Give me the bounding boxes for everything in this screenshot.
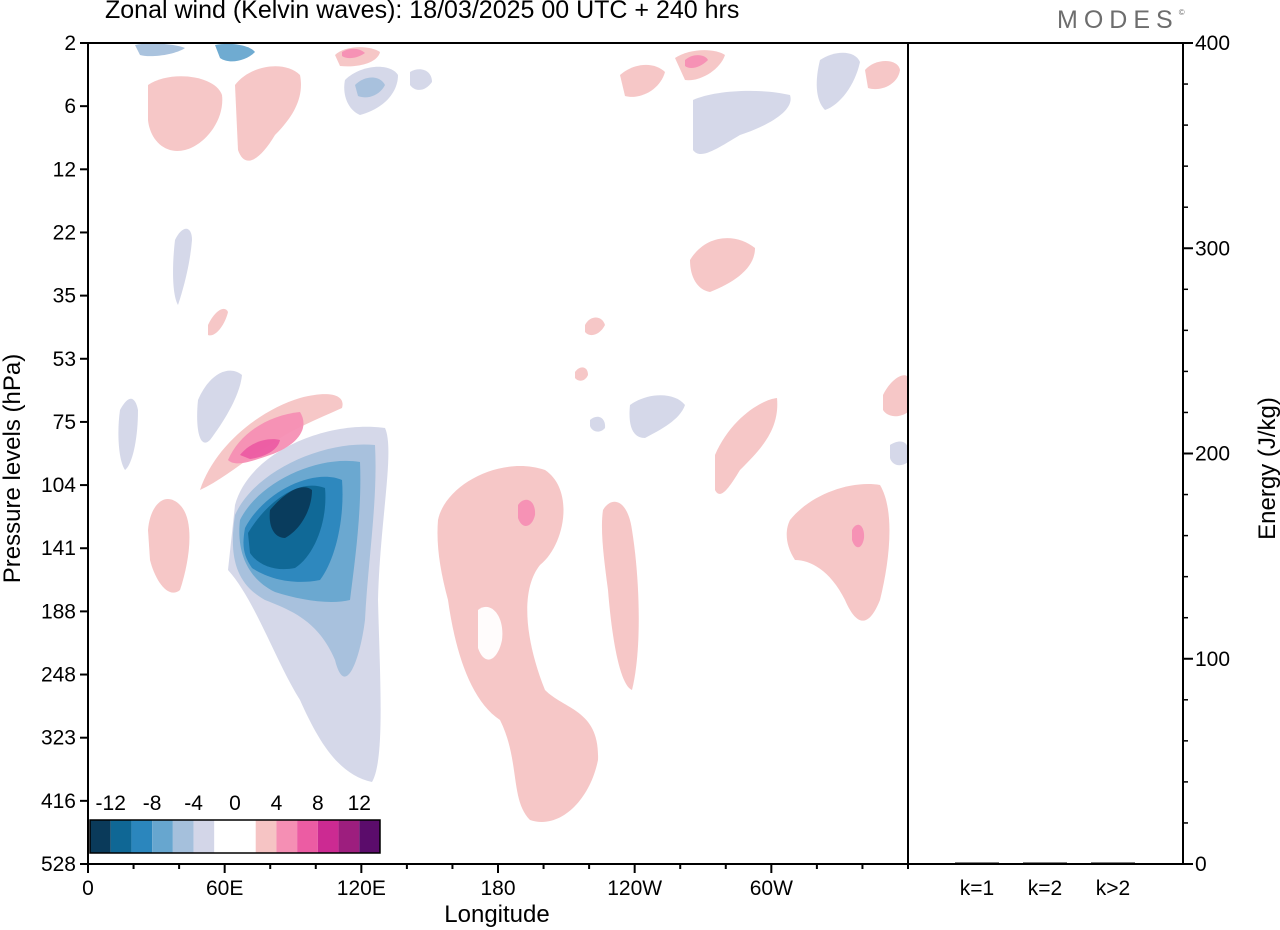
energy-tick-label: 100 xyxy=(1195,648,1230,671)
wind-contour xyxy=(685,55,708,68)
x-tick-label: 120E xyxy=(337,877,386,900)
colorbar-label: 0 xyxy=(229,792,241,815)
y-tick-label: 104 xyxy=(41,474,76,497)
colorbar-label: 8 xyxy=(312,792,324,815)
energy-tick-label: 0 xyxy=(1195,853,1207,876)
colorbar-swatch xyxy=(193,820,215,853)
colorbar-label: -8 xyxy=(143,792,162,815)
x-tick-label: 120W xyxy=(607,877,662,900)
y-tick-label: 6 xyxy=(64,95,76,118)
x-tick-label: 180 xyxy=(480,877,515,900)
energy-bar xyxy=(955,862,999,864)
wind-contour xyxy=(518,499,536,526)
wind-contour xyxy=(235,66,301,161)
x-axis-title: Longitude xyxy=(444,901,549,928)
wind-contour xyxy=(173,228,192,305)
energy-tick-label: 200 xyxy=(1195,443,1230,466)
energy-category-label: k=2 xyxy=(1028,877,1062,900)
colorbar-swatch xyxy=(359,820,380,853)
energy-category-label: k>2 xyxy=(1096,877,1130,900)
energy-tick-label: 400 xyxy=(1195,32,1230,55)
wind-contour xyxy=(240,439,280,459)
colorbar-label: 4 xyxy=(271,792,283,815)
main-panel-frame xyxy=(87,42,909,865)
wind-contour xyxy=(629,395,685,438)
colorbar-swatch xyxy=(317,820,339,853)
wind-contour xyxy=(208,308,228,336)
wind-contour xyxy=(890,441,908,466)
y-tick-label: 12 xyxy=(53,158,76,181)
energy-bar xyxy=(1023,862,1067,864)
wind-contour xyxy=(148,76,223,151)
wind-contour xyxy=(585,317,605,336)
wind-contour xyxy=(883,375,908,417)
energy-tick-label: 300 xyxy=(1195,237,1230,260)
x-tick-label: 60E xyxy=(206,877,243,900)
y-tick-label: 22 xyxy=(53,221,76,244)
colorbar-swatch xyxy=(255,820,277,853)
y-tick-label: 248 xyxy=(41,664,76,687)
wind-contour xyxy=(355,77,385,98)
y-tick-label: 416 xyxy=(41,790,76,813)
axes: 2 6 12 22 35 53 75 104 141 188 248 323 416 528 Pressur… xyxy=(0,32,1280,928)
wind-contour xyxy=(269,487,312,538)
wind-contour xyxy=(590,416,606,432)
wind-contour xyxy=(575,367,588,381)
colorbar-swatch xyxy=(214,820,235,853)
y-tick-label: 528 xyxy=(41,853,76,876)
wind-contour xyxy=(135,43,185,57)
colorbar-frame xyxy=(89,819,381,854)
wind-contour xyxy=(852,524,865,548)
wind-contour xyxy=(693,90,791,155)
brand-mark: © xyxy=(1178,7,1185,17)
colorbar-swatch xyxy=(152,820,173,853)
wind-contour xyxy=(410,69,432,90)
y-tick-label: 323 xyxy=(41,727,76,750)
wind-contour xyxy=(865,61,900,90)
wind-field xyxy=(118,43,908,822)
y-tick-label: 75 xyxy=(53,411,76,434)
energy-axis-title: Energy (J/kg) xyxy=(1254,397,1280,540)
y-tick-label: 35 xyxy=(53,285,76,308)
brand-logo: MODES© xyxy=(1057,6,1185,35)
colorbar-swatch xyxy=(90,820,111,853)
brand-name: MODES xyxy=(1057,6,1179,34)
colorbar-label: 12 xyxy=(348,792,371,815)
chart-title: Zonal wind (Kelvin waves): 18/03/2025 00… xyxy=(105,0,740,24)
colorbar-label: -12 xyxy=(96,792,126,815)
wind-contour xyxy=(148,499,190,593)
colorbar-swatch xyxy=(110,820,132,853)
y-tick-label: 141 xyxy=(41,537,76,560)
wind-contour xyxy=(437,466,599,822)
wind-contour xyxy=(715,398,778,494)
y-tick-label: 53 xyxy=(53,348,76,371)
colorbar-label: -4 xyxy=(184,792,203,815)
wind-contour xyxy=(816,52,860,110)
energy-category-label: k=1 xyxy=(960,877,994,900)
wind-contour xyxy=(215,43,255,62)
wind-contour xyxy=(118,398,138,470)
colorbar-swatch xyxy=(338,820,360,853)
wind-contour xyxy=(342,48,365,59)
colorbar-swatch xyxy=(131,820,153,853)
colorbar-swatch xyxy=(235,820,256,853)
wind-contour xyxy=(197,370,242,443)
colorbar-swatch xyxy=(276,820,298,853)
colorbar-swatch xyxy=(297,820,318,853)
x-tick-label: 0 xyxy=(82,877,94,900)
wind-contour xyxy=(786,484,890,621)
wind-contour xyxy=(620,64,665,97)
wind-contour xyxy=(478,606,503,660)
y-axis-title: Pressure levels (hPa) xyxy=(0,354,26,583)
x-tick-label: 60W xyxy=(750,877,793,900)
energy-bar xyxy=(1091,862,1135,864)
colorbar-swatch xyxy=(172,820,194,853)
wind-contour xyxy=(690,238,755,292)
wind-contour xyxy=(601,501,639,690)
y-tick-label: 188 xyxy=(41,600,76,623)
y-tick-label: 2 xyxy=(64,32,76,55)
